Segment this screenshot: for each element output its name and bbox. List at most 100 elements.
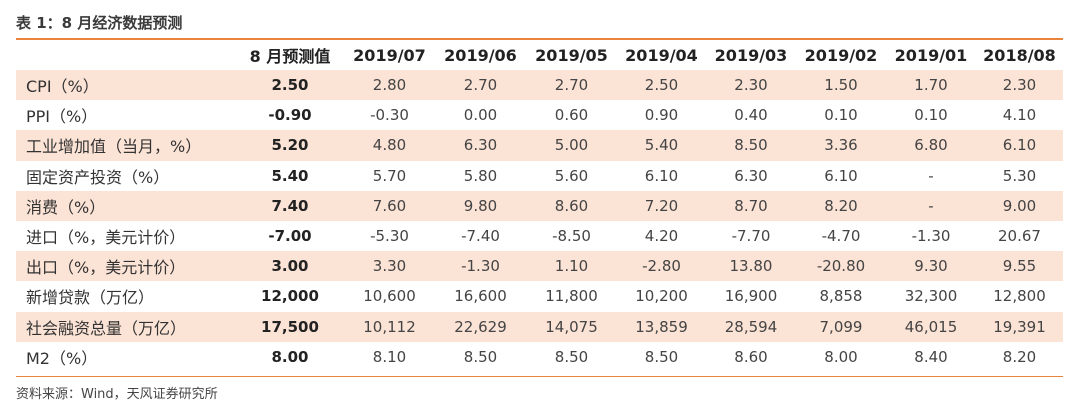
forecast-cell: 17,500 — [236, 311, 344, 342]
column-header: 2018/08 — [983, 45, 1056, 65]
value-cell: 7.60 — [344, 190, 435, 221]
column-header: 2019/07 — [353, 45, 426, 65]
table-row: 进口（%，美元计价） -7.00 -5.30 -7.40 -8.50 4.20 -7.70 -… — [16, 221, 1063, 251]
value-cell: 8,858 — [819, 287, 863, 306]
table-row: CPI（%） 2.50 2.80 2.70 2.70 2.50 2.30 1.50 1.70 2.… — [16, 70, 1063, 101]
value-cell: 8.50 — [644, 347, 679, 366]
forecast-cell: 5.40 — [271, 166, 309, 185]
table-row: 出口（%，美元计价） 3.00 3.30 -1.30 1.10 -2.80 13.80 -20… — [16, 251, 1063, 282]
value-cell: 8.60 — [526, 190, 617, 221]
column-header: 2019/04 — [625, 45, 698, 65]
column-header: 2019/06 — [444, 45, 517, 65]
value-cell: 32,300 — [904, 287, 958, 306]
value-cell: -7.40 — [461, 227, 500, 246]
value-cell: 2.70 — [435, 70, 526, 101]
forecast-cell: -7.00 — [268, 227, 312, 246]
row-label: 新增贷款（万亿） — [26, 288, 155, 308]
row-label: CPI（%） — [16, 70, 236, 101]
value-cell: -4.70 — [821, 227, 861, 246]
value-cell: 8.50 — [706, 130, 796, 161]
column-header: 8 月预测值 — [249, 47, 331, 66]
value-cell: 2.70 — [526, 70, 617, 101]
table-title: 表 1：8 月经济数据预测 — [16, 14, 183, 32]
value-cell: 8.20 — [796, 190, 886, 221]
bottom-rule — [16, 376, 1063, 377]
value-cell: 8.60 — [734, 347, 768, 366]
value-cell: 8.40 — [914, 347, 948, 366]
value-cell: 8.50 — [463, 347, 498, 366]
value-cell: - — [886, 190, 976, 221]
value-cell: -0.30 — [370, 106, 409, 125]
value-cell: 9.00 — [976, 190, 1063, 221]
value-cell: 4.20 — [644, 227, 679, 246]
table-row: 工业增加值（当月，%） 5.20 4.80 6.30 5.00 5.40 8.50 3.36 6… — [16, 130, 1063, 161]
forecast-cell: 7.40 — [236, 190, 344, 221]
value-cell: 6.30 — [734, 166, 768, 185]
row-label: PPI（%） — [26, 107, 98, 127]
value-cell: 10,112 — [344, 311, 435, 342]
column-header: 2019/03 — [714, 45, 788, 65]
value-cell: 46,015 — [886, 311, 976, 342]
top-rule — [16, 38, 1063, 40]
table-row: 固定资产投资（%） 5.40 5.70 5.80 5.60 6.10 6.30 6.10 - 5.… — [16, 161, 1063, 191]
table-row: 新增贷款（万亿） 12,000 10,600 16,600 11,800 10,200 16… — [16, 281, 1063, 311]
row-label: 固定资产投资（%） — [26, 167, 170, 187]
value-cell: 0.60 — [554, 106, 589, 125]
value-cell: 1.70 — [886, 70, 976, 101]
value-cell: 5.60 — [554, 166, 589, 185]
value-cell: -2.80 — [617, 251, 706, 282]
value-cell: 16,600 — [454, 287, 507, 306]
value-cell: 5.30 — [1002, 166, 1037, 185]
value-cell: 8.10 — [372, 347, 407, 366]
row-label: 出口（%，美元计价） — [16, 251, 236, 282]
value-cell: 16,900 — [724, 287, 778, 306]
value-cell: 13,859 — [617, 311, 706, 342]
value-cell: 0.00 — [463, 106, 498, 125]
value-cell: 0.10 — [824, 106, 858, 125]
value-cell: 14,075 — [526, 311, 617, 342]
value-cell: -8.50 — [552, 227, 591, 246]
value-cell: 3.36 — [796, 130, 886, 161]
value-cell: 2.50 — [617, 70, 706, 101]
table-body: CPI（%） 2.50 2.80 2.70 2.70 2.50 2.30 1.50 1.70 2.… — [16, 70, 1063, 372]
forecast-table: 8 月预测值 2019/07 2019/06 2019/05 2019/04 2… — [16, 40, 1063, 372]
value-cell: 8.00 — [824, 347, 858, 366]
value-cell: 4.80 — [344, 130, 435, 161]
value-cell: 5.70 — [372, 166, 407, 185]
table-row: PPI（%） -0.90 -0.30 0.00 0.60 0.90 0.40 0.10 0.10… — [16, 100, 1063, 130]
value-cell: 6.10 — [644, 166, 679, 185]
source-note: 资料来源：Wind，天风证券研究所 — [16, 387, 218, 402]
column-header — [16, 40, 236, 70]
row-label: 社会融资总量（万亿） — [16, 311, 236, 342]
value-cell: 10,200 — [635, 287, 688, 306]
value-cell: 5.80 — [463, 166, 498, 185]
row-label: 进口（%，美元计价） — [26, 228, 186, 248]
row-label: 消费（%） — [16, 190, 236, 221]
value-cell: 3.30 — [344, 251, 435, 282]
value-cell: 0.90 — [644, 106, 679, 125]
value-cell: 7.20 — [617, 190, 706, 221]
value-cell: 13.80 — [706, 251, 796, 282]
value-cell: 8.70 — [706, 190, 796, 221]
value-cell: 9.30 — [886, 251, 976, 282]
value-cell: 2.30 — [706, 70, 796, 101]
value-cell: 12,800 — [993, 287, 1046, 306]
value-cell: 20.67 — [998, 227, 1041, 246]
value-cell: 6.30 — [435, 130, 526, 161]
value-cell: 28,594 — [706, 311, 796, 342]
value-cell: 22,629 — [435, 311, 526, 342]
value-cell: 5.00 — [526, 130, 617, 161]
value-cell: 4.10 — [1002, 106, 1037, 125]
value-cell: 9.80 — [435, 190, 526, 221]
header-row: 8 月预测值 2019/07 2019/06 2019/05 2019/04 2… — [16, 40, 1063, 70]
value-cell: -5.30 — [370, 227, 409, 246]
table-row: M2（%） 8.00 8.10 8.50 8.50 8.50 8.60 8.00 8.40 8.2… — [16, 342, 1063, 372]
value-cell: 7,099 — [796, 311, 886, 342]
row-label: M2（%） — [26, 348, 98, 368]
value-cell: 10,600 — [363, 287, 416, 306]
value-cell: 1.50 — [796, 70, 886, 101]
value-cell: 2.30 — [976, 70, 1063, 101]
value-cell: 19,391 — [976, 311, 1063, 342]
value-cell: -1.30 — [435, 251, 526, 282]
forecast-cell: -0.90 — [268, 106, 312, 125]
